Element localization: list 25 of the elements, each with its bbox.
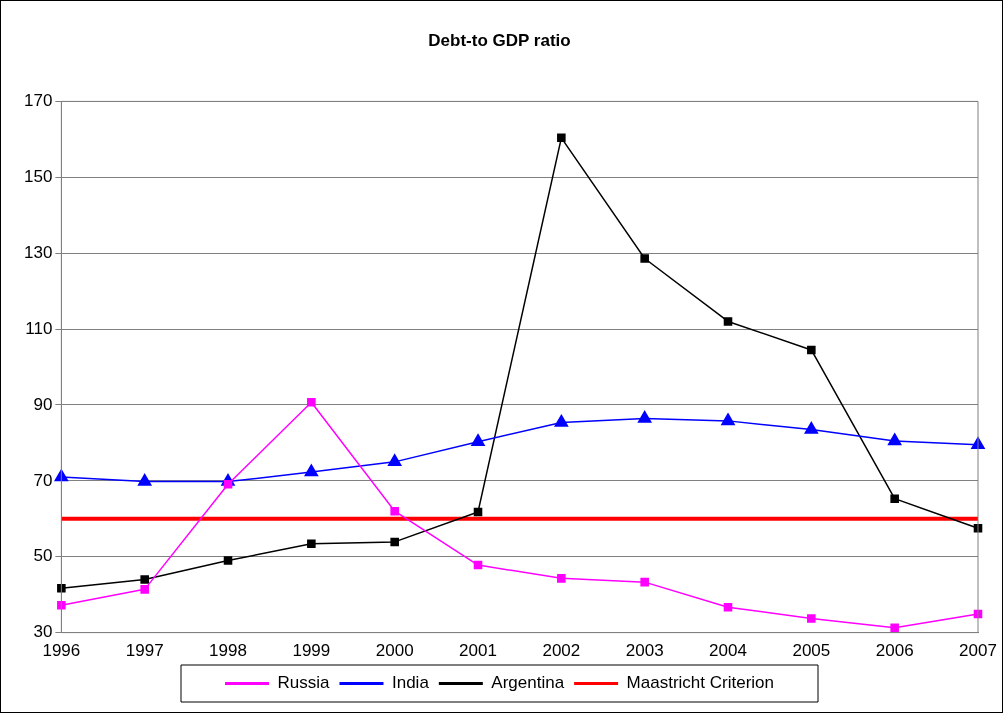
x-tick-label: 2007 [959, 641, 997, 661]
x-tick-label: 2001 [459, 641, 497, 661]
y-tick-label: 30 [33, 622, 53, 642]
x-tick-label: 2005 [792, 641, 831, 661]
x-tick-label: 2004 [709, 641, 747, 661]
chart-title: Debt-to GDP ratio [428, 30, 571, 50]
legend-label: Russia [277, 673, 331, 693]
y-tick-label: 170 [23, 91, 53, 111]
y-tick-label: 150 [23, 166, 53, 186]
x-tick-label: 2003 [625, 641, 664, 661]
x-tick-label: 2002 [542, 641, 581, 661]
legend-label: Argentina [491, 673, 565, 693]
x-tick-label: 1999 [292, 641, 331, 661]
y-tick-label: 50 [33, 546, 53, 566]
x-tick-label: 1996 [42, 641, 81, 661]
x-tick-label: 1998 [209, 641, 247, 661]
x-tick-label: 2000 [375, 641, 414, 661]
legend-label: Maastricht Criterion [626, 673, 774, 693]
x-tick-label: 2006 [875, 641, 914, 661]
y-tick-label: 90 [33, 394, 53, 414]
y-tick-label: 130 [23, 242, 53, 262]
x-tick-label: 1997 [125, 641, 164, 661]
y-tick-label: 110 [25, 318, 53, 338]
legend-label: India [391, 673, 430, 693]
y-tick-label: 70 [33, 470, 53, 490]
